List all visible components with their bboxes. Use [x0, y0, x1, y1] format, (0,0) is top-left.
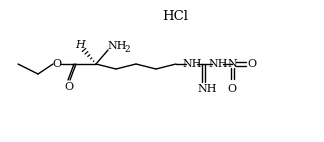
Text: O: O [248, 59, 257, 69]
Text: O: O [227, 84, 237, 94]
Text: 2: 2 [124, 44, 130, 54]
Text: N: N [227, 59, 237, 69]
Text: HCl: HCl [162, 10, 188, 22]
Text: NH: NH [208, 59, 228, 69]
Text: NH: NH [197, 84, 217, 94]
Text: NH: NH [107, 41, 127, 51]
Text: NH: NH [182, 59, 202, 69]
Text: O: O [64, 82, 74, 92]
Text: H: H [75, 40, 85, 50]
Text: O: O [52, 59, 62, 69]
